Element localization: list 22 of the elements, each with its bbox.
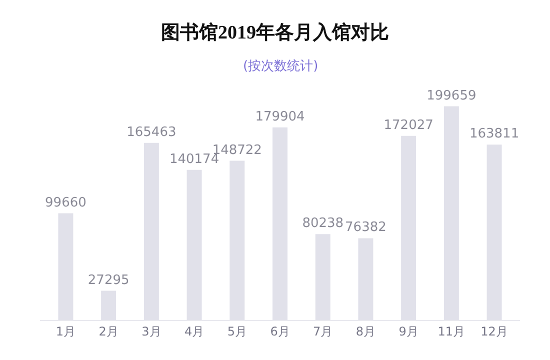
x-tick-label: 9月	[398, 324, 418, 338]
data-label: 179904	[255, 109, 305, 124]
data-label: 99660	[45, 195, 86, 210]
x-tick-label: 2月	[98, 324, 118, 338]
data-label: 163811	[469, 126, 520, 142]
x-tick-label: 3月	[142, 324, 162, 338]
x-tick-label: 12月	[480, 324, 508, 338]
x-tick-label: 11月	[438, 324, 466, 338]
data-label: 199659	[426, 88, 476, 104]
data-label: 80238	[302, 216, 344, 232]
data-label: 172027	[384, 118, 434, 133]
x-tick-label: 8月	[356, 324, 376, 338]
data-label: 76382	[345, 220, 386, 236]
data-label: 165463	[126, 124, 176, 140]
x-tick-label: 5月	[227, 324, 247, 338]
x-tick-label: 1月	[56, 324, 76, 338]
x-tick-label: 6月	[270, 324, 290, 338]
data-label: 27295	[88, 272, 130, 288]
x-tick-label: 4月	[184, 324, 204, 338]
chart-subtitle: (按次数统计)	[243, 59, 318, 74]
x-tick-label: 7月	[313, 324, 333, 338]
chart-title: 图书馆2019年各月入馆对比	[161, 22, 389, 44]
